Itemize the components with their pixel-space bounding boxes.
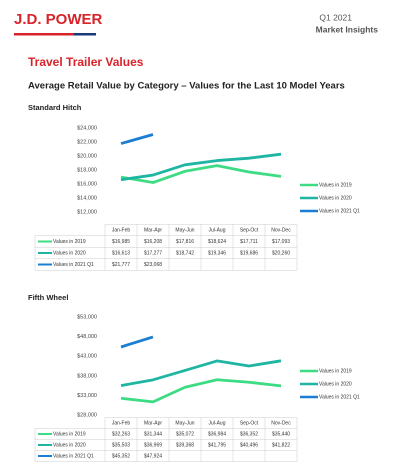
y-tick-label: $14,000 bbox=[77, 195, 97, 201]
table-cell: $47,924 bbox=[144, 453, 162, 459]
brand-rule bbox=[14, 33, 74, 36]
table-cell: $40,496 bbox=[240, 442, 258, 448]
row-label: Values in 2021 Q1 bbox=[53, 453, 94, 459]
row-label: Values in 2020 bbox=[53, 250, 86, 256]
column-header: Sep-Oct bbox=[240, 420, 259, 426]
series-line bbox=[120, 164, 282, 184]
series-line bbox=[120, 152, 282, 182]
y-tick-label: $53,000 bbox=[77, 314, 97, 320]
table-cell: $45,352 bbox=[112, 453, 130, 459]
table-cell: $41,795 bbox=[208, 442, 226, 448]
table-cell: $19,686 bbox=[240, 250, 258, 256]
table-cell: $16,985 bbox=[112, 239, 130, 245]
y-tick-label: $48,000 bbox=[77, 334, 97, 340]
y-tick-label: $22,000 bbox=[77, 139, 97, 145]
y-tick-label: $33,000 bbox=[77, 393, 97, 399]
y-tick-label: $28,000 bbox=[77, 412, 97, 418]
table-cell: $36,352 bbox=[240, 431, 258, 437]
table-cell: $31,344 bbox=[144, 431, 162, 437]
column-header: Mar-Apr bbox=[144, 227, 162, 233]
table-cell: $35,440 bbox=[272, 431, 290, 437]
y-tick-label: $43,000 bbox=[77, 354, 97, 360]
row-label: Values in 2019 bbox=[53, 431, 86, 437]
y-tick-label: $16,000 bbox=[77, 181, 97, 187]
series-line bbox=[120, 359, 282, 387]
table-cell: $17,711 bbox=[240, 239, 258, 245]
table-cell: $17,277 bbox=[144, 250, 162, 256]
column-header: Mar-Apr bbox=[144, 420, 162, 426]
table-cell: $21,777 bbox=[112, 262, 130, 268]
y-tick-label: $38,000 bbox=[77, 373, 97, 379]
column-header: Jul-Aug bbox=[209, 227, 226, 233]
series-line bbox=[120, 335, 154, 349]
table-cell: $36,984 bbox=[208, 431, 226, 437]
table-cell: $17,816 bbox=[176, 239, 194, 245]
table-cell: $23,068 bbox=[144, 262, 162, 268]
chart-title: Fifth Wheel bbox=[28, 293, 68, 302]
column-header: May-Jun bbox=[175, 420, 194, 426]
table-cell: $18,742 bbox=[176, 250, 194, 256]
row-label: Values in 2019 bbox=[53, 239, 86, 245]
chart-title: Standard Hitch bbox=[28, 103, 82, 112]
table-cell: $19,346 bbox=[208, 250, 226, 256]
table-cell: $39,368 bbox=[176, 442, 194, 448]
period: Q1 2021 bbox=[319, 12, 352, 22]
column-header: Sep-Oct bbox=[240, 227, 259, 233]
y-tick-label: $12,000 bbox=[77, 209, 97, 215]
row-label: Values in 2021 Q1 bbox=[53, 262, 94, 268]
legend-label: Values in 2021 Q1 bbox=[319, 394, 360, 400]
subtitle: Average Retail Value by Category – Value… bbox=[28, 81, 345, 92]
table-cell: $20,260 bbox=[272, 250, 290, 256]
table-cell: $16,613 bbox=[112, 250, 130, 256]
table-cell: $16,208 bbox=[144, 239, 162, 245]
legend-label: Values in 2020 bbox=[319, 381, 352, 387]
y-tick-label: $18,000 bbox=[77, 167, 97, 173]
table-cell: $41,822 bbox=[272, 442, 290, 448]
column-header: Jan-Feb bbox=[112, 227, 131, 233]
legend-label: Values in 2020 bbox=[319, 195, 352, 201]
table-cell: $35,503 bbox=[112, 442, 130, 448]
column-header: May-Jun bbox=[175, 227, 194, 233]
table-cell: $18,624 bbox=[208, 239, 226, 245]
legend-label: Values in 2019 bbox=[319, 368, 352, 374]
column-header: Nov-Dec bbox=[271, 420, 291, 426]
column-header: Nov-Dec bbox=[271, 227, 291, 233]
legend-label: Values in 2021 Q1 bbox=[319, 208, 360, 214]
column-header: Jan-Feb bbox=[112, 420, 131, 426]
table-cell: $17,093 bbox=[272, 239, 290, 245]
table-cell: $35,072 bbox=[176, 431, 194, 437]
series-line bbox=[120, 378, 282, 404]
column-header: Jul-Aug bbox=[209, 420, 226, 426]
table-cell: $32,263 bbox=[112, 431, 130, 437]
row-label: Values in 2020 bbox=[53, 442, 86, 448]
series-name: Market Insights bbox=[316, 24, 379, 34]
y-tick-label: $20,000 bbox=[77, 153, 97, 159]
table-cell: $36,969 bbox=[144, 442, 162, 448]
legend-label: Values in 2019 bbox=[319, 182, 352, 188]
brand: J.D. POWER bbox=[14, 11, 103, 28]
title: Travel Trailer Values bbox=[28, 55, 144, 69]
y-tick-label: $24,000 bbox=[77, 125, 97, 131]
series-line bbox=[120, 133, 154, 145]
brand-rule bbox=[74, 33, 96, 36]
